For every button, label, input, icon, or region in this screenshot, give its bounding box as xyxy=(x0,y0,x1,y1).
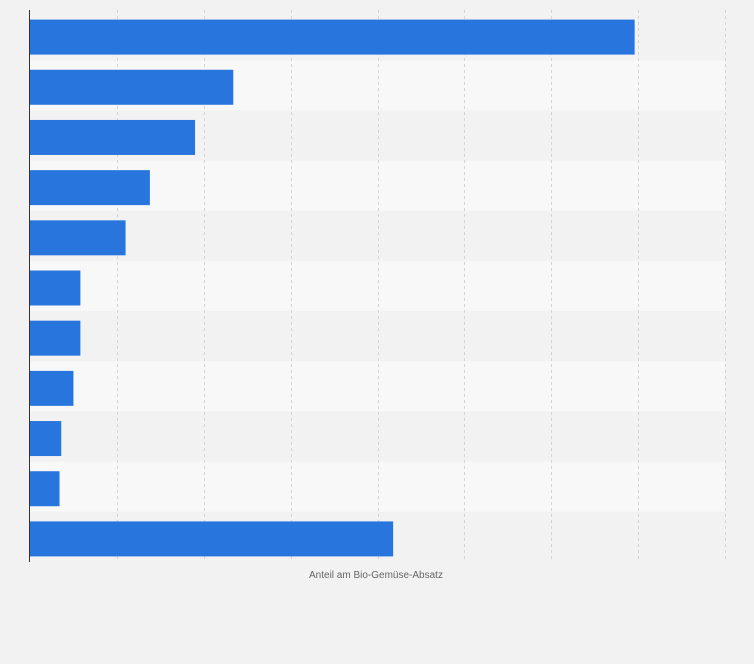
bars xyxy=(30,19,635,557)
bar[interactable] xyxy=(30,370,74,406)
row-stripe xyxy=(30,260,725,312)
x-axis-title: Anteil am Bio-Gemüse-Absatz xyxy=(309,570,443,581)
row-stripe xyxy=(30,361,725,412)
row-stripe xyxy=(30,210,725,261)
row-stripe xyxy=(30,461,725,512)
bar[interactable] xyxy=(30,471,60,507)
bar[interactable] xyxy=(30,320,81,356)
gridlines xyxy=(117,10,726,562)
bar[interactable] xyxy=(30,521,394,557)
bar[interactable] xyxy=(30,170,150,206)
row-stripe xyxy=(30,411,725,462)
bar[interactable] xyxy=(30,69,234,105)
bar[interactable] xyxy=(30,19,635,55)
bar[interactable] xyxy=(30,270,81,306)
bar[interactable] xyxy=(30,119,196,155)
row-stripe xyxy=(30,311,725,362)
bar[interactable] xyxy=(30,220,126,256)
bar[interactable] xyxy=(30,421,62,457)
